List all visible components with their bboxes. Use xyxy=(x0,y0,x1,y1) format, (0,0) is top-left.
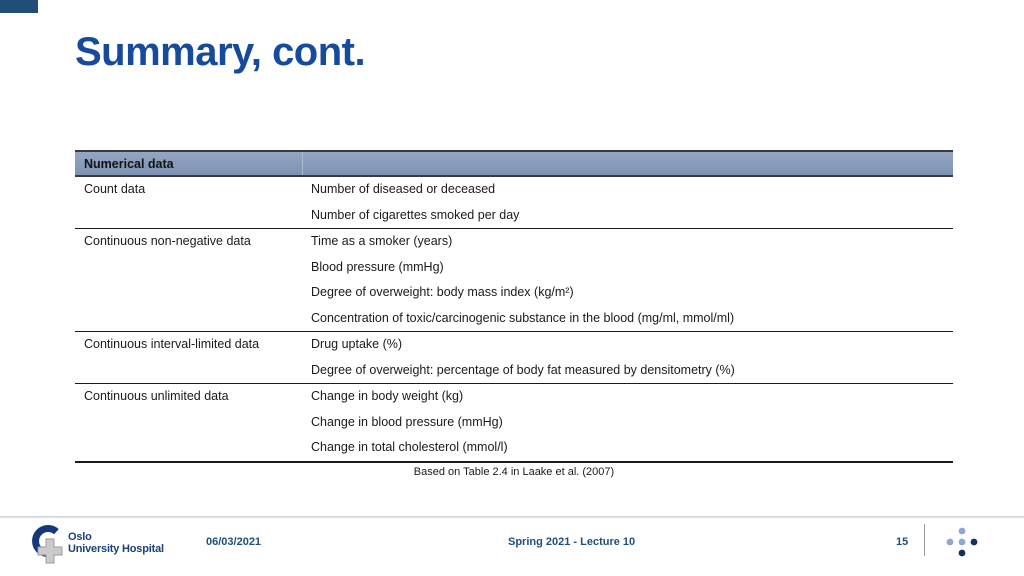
footer-page-number: 15 xyxy=(896,536,909,548)
footer-course-label: Spring 2021 - Lecture 10 xyxy=(508,536,636,548)
row-item: Number of diseased or deceased xyxy=(311,182,496,196)
table-row: Continuous unlimited data Change in body… xyxy=(75,384,953,463)
row-item: Degree of overweight: percentage of body… xyxy=(311,362,735,377)
row-item: Blood pressure (mmHg) xyxy=(311,259,444,274)
table-row: Count data Number of diseased or decease… xyxy=(75,177,953,229)
table-row: Continuous non-negative data Time as a s… xyxy=(75,229,953,332)
table-header-row: Numerical data xyxy=(75,150,953,177)
table-header-empty-cell xyxy=(303,152,953,175)
row-item: Number of cigarettes smoked per day xyxy=(311,207,520,222)
row-item: Change in blood pressure (mmHg) xyxy=(311,414,503,429)
corner-accent-bar xyxy=(0,0,38,13)
row-item: Concentration of toxic/carcinogenic subs… xyxy=(311,310,735,325)
logo-line1: Oslo xyxy=(68,531,92,543)
footer-divider-shadow xyxy=(0,516,1024,519)
row-item: Drug uptake (%) xyxy=(311,337,403,351)
table-header-label: Numerical data xyxy=(75,152,303,175)
numerical-data-table: Numerical data Count data Number of dise… xyxy=(75,150,953,463)
row-item: Time as a smoker (years) xyxy=(311,234,453,248)
row-label: Continuous unlimited data xyxy=(84,389,229,403)
slide-title: Summary, cont. xyxy=(75,30,366,74)
logo-line2: University Hospital xyxy=(68,543,164,555)
row-item: Degree of overweight: body mass index (k… xyxy=(311,285,574,299)
row-label: Continuous non-negative data xyxy=(84,234,251,248)
hospital-logo-icon xyxy=(32,525,63,564)
row-label: Count data xyxy=(84,182,146,196)
dots-logo-icon xyxy=(946,527,978,557)
oslo-university-hospital-logo: Oslo University Hospital xyxy=(31,524,164,566)
footer-vertical-divider xyxy=(924,524,925,556)
row-item: Change in body weight (kg) xyxy=(311,389,464,403)
table-source-caption: Based on Table 2.4 in Laake et al. (2007… xyxy=(413,466,615,478)
hospital-logo-text: Oslo University Hospital xyxy=(68,531,164,566)
row-label: Continuous interval-limited data xyxy=(84,337,260,351)
table-row: Continuous interval-limited data Drug up… xyxy=(75,332,953,384)
footer-date: 06/03/2021 xyxy=(206,536,262,548)
row-item: Change in total cholesterol (mmol/l) xyxy=(311,440,508,454)
